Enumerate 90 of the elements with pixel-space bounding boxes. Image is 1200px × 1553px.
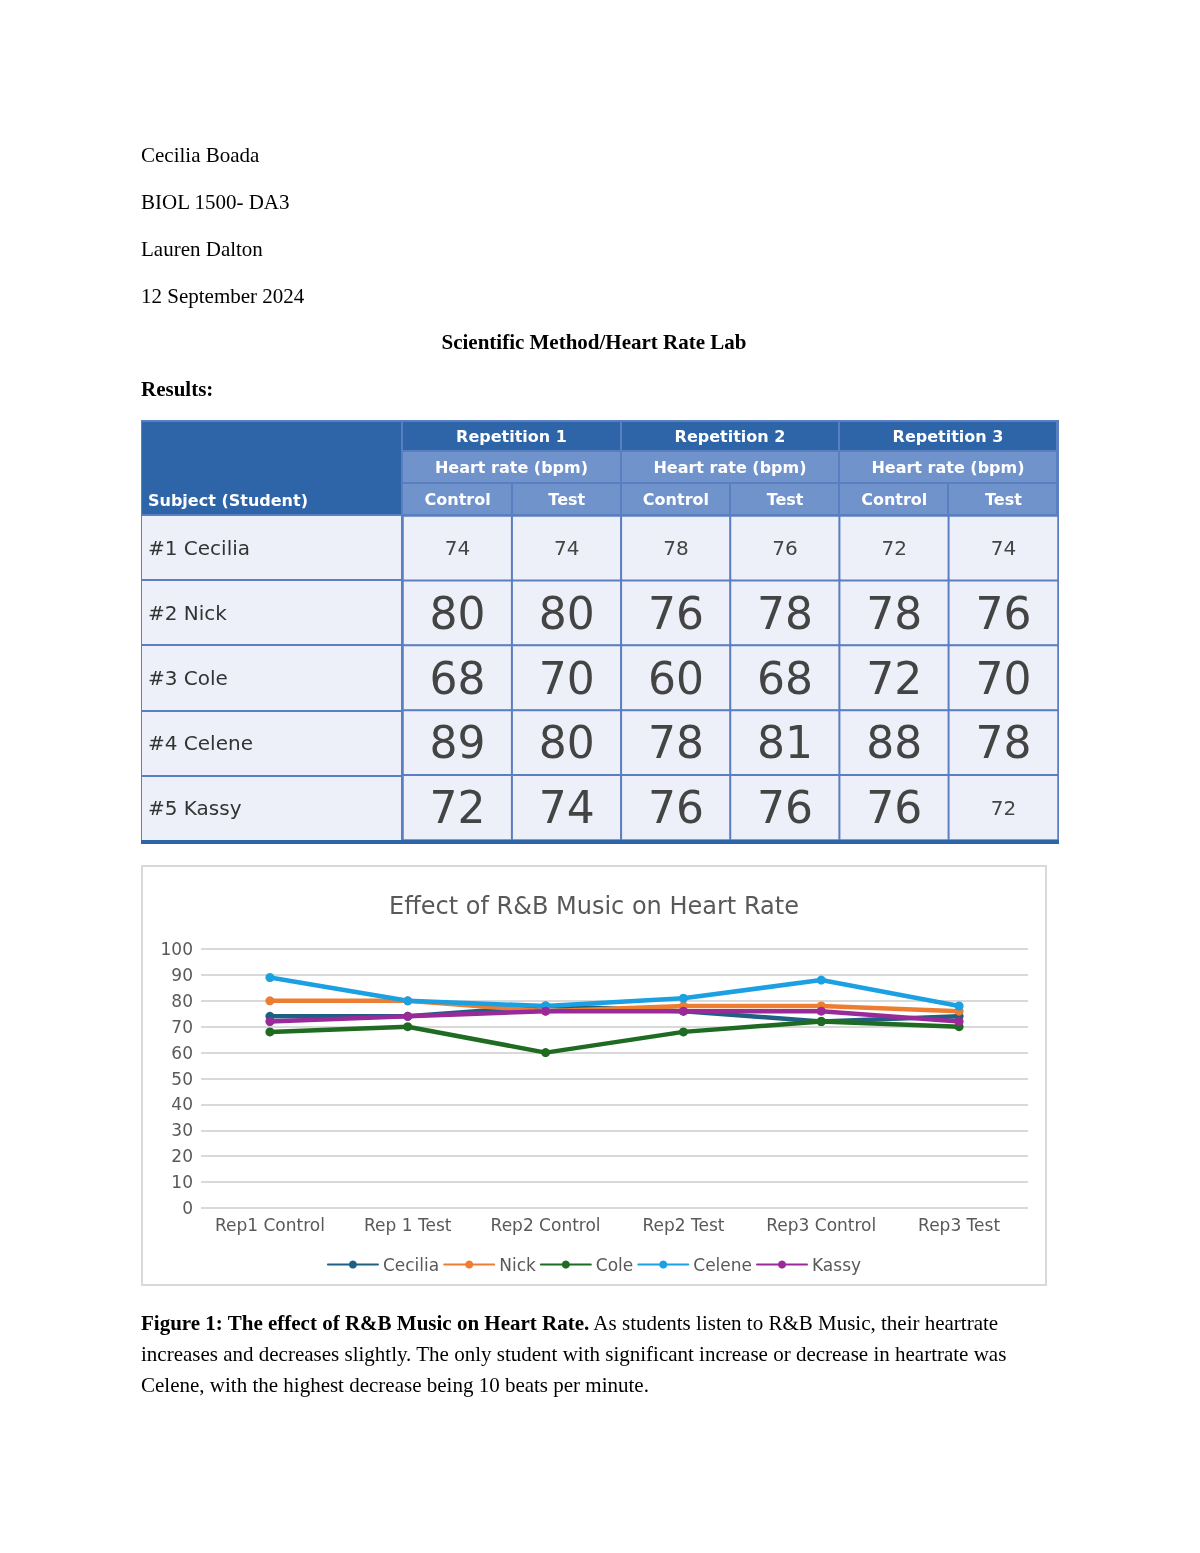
legend-label: Cecilia: [382, 1254, 440, 1275]
data-label: 72: [866, 652, 923, 704]
data-label: 80: [538, 587, 595, 639]
data-label: 72: [429, 782, 486, 834]
data-label: 78: [975, 717, 1032, 769]
data-label: 74: [444, 536, 471, 561]
y-tick-label: 30: [171, 1120, 193, 1141]
text: Subject (Student): [148, 491, 308, 510]
caption: Figure 1: The effect of R&B Music on Heart Rate.: [141, 1311, 590, 1335]
point: [265, 972, 275, 982]
text: Repetition 2: [622, 422, 838, 450]
data-label: 78: [647, 717, 704, 769]
y-tick-label: #1 Cecilia: [148, 536, 251, 561]
data-label: 78: [663, 536, 689, 561]
data-label: 72: [881, 536, 907, 561]
text: Repetition 1: [403, 422, 620, 450]
data-label: 78: [757, 587, 814, 639]
point: [954, 1017, 964, 1027]
legend-label: Cole: [595, 1254, 634, 1275]
y-tick-label: #5 Kassy: [148, 795, 242, 820]
data-label: 88: [866, 717, 923, 769]
data-label: 74: [538, 782, 595, 834]
data-label: 81: [757, 717, 814, 769]
y-tick-label: 60: [171, 1042, 193, 1063]
x-tick-label: Rep3 Control: [766, 1214, 877, 1235]
y-tick-label: 80: [171, 990, 193, 1011]
data-label: 76: [647, 782, 704, 834]
x-tick-label: Test: [985, 489, 1023, 509]
x-tick-label: Test: [766, 489, 804, 509]
point: [265, 1017, 275, 1027]
x-tick-label: Control: [642, 489, 709, 509]
y-tick-label: 0: [182, 1198, 193, 1218]
point: [265, 996, 275, 1006]
legend-label: Kassy: [812, 1254, 862, 1275]
data-label: 74: [990, 536, 1017, 561]
y-tick-label: 100: [160, 939, 193, 959]
legend-label: Celene: [693, 1254, 753, 1275]
data-label: 72: [990, 795, 1017, 820]
data-label: 76: [866, 782, 923, 834]
data-label: 74: [554, 536, 580, 561]
text: Heart rate (bpm): [622, 452, 838, 482]
text: 12 September 2024: [141, 284, 305, 309]
y-tick-label: 70: [171, 1016, 193, 1037]
text: Heart rate (bpm): [840, 452, 1056, 482]
data-label: 68: [429, 652, 486, 704]
data-label: 70: [975, 652, 1032, 704]
y-tick-label: 90: [171, 964, 193, 985]
y-tick-label: 40: [171, 1094, 193, 1115]
point: [541, 1048, 551, 1058]
x-tick-label: Control: [424, 489, 491, 509]
text: Cecilia Boada: [141, 143, 260, 168]
data-label: 80: [429, 587, 486, 639]
x-tick-label: Rep2 Control: [490, 1214, 601, 1235]
data-label: 76: [757, 782, 814, 834]
point: [678, 993, 688, 1003]
data-label: 78: [866, 587, 923, 639]
data-label: 60: [647, 652, 704, 704]
point: [265, 1027, 275, 1037]
point: [678, 1027, 688, 1037]
x-tick-label: Test: [548, 489, 586, 509]
text: BIOL 1500- DA3: [141, 190, 290, 215]
data-label: 89: [429, 717, 486, 769]
point: [816, 975, 826, 985]
text: Results:: [141, 377, 214, 402]
y-tick-label: 20: [171, 1146, 193, 1167]
data-label: 76: [647, 587, 704, 639]
point: [403, 1022, 413, 1032]
point: [816, 1006, 826, 1016]
data-label: 68: [757, 652, 814, 704]
y-tick-label: #4 Celene: [148, 730, 253, 755]
data-label: 80: [538, 717, 595, 769]
text: Heart rate (bpm): [403, 452, 620, 482]
x-tick-label: Rep1 Control: [214, 1214, 325, 1235]
point: [954, 1001, 964, 1011]
data-label: 70: [538, 652, 595, 704]
legend-label: Nick: [499, 1254, 536, 1275]
y-tick-label: #3 Cole: [148, 666, 228, 690]
y-tick-label: #2 Nick: [148, 601, 228, 626]
x-tick-label: Control: [861, 489, 928, 509]
data-label: 76: [772, 536, 798, 561]
x-tick-label: Rep3 Test: [918, 1214, 1001, 1235]
y-tick-label: 10: [171, 1172, 193, 1193]
chart-title: Effect of R&B Music on Heart Rate: [389, 892, 799, 920]
x-tick-label: Rep2 Test: [642, 1214, 725, 1235]
chart-title: Scientific Method/Heart Rate Lab: [440, 330, 748, 355]
x-tick-label: Rep 1 Test: [364, 1214, 452, 1235]
data-label: 76: [975, 587, 1032, 639]
text: Repetition 3: [840, 422, 1056, 450]
y-tick-label: 50: [171, 1068, 193, 1089]
text: Lauren Dalton: [141, 237, 263, 262]
